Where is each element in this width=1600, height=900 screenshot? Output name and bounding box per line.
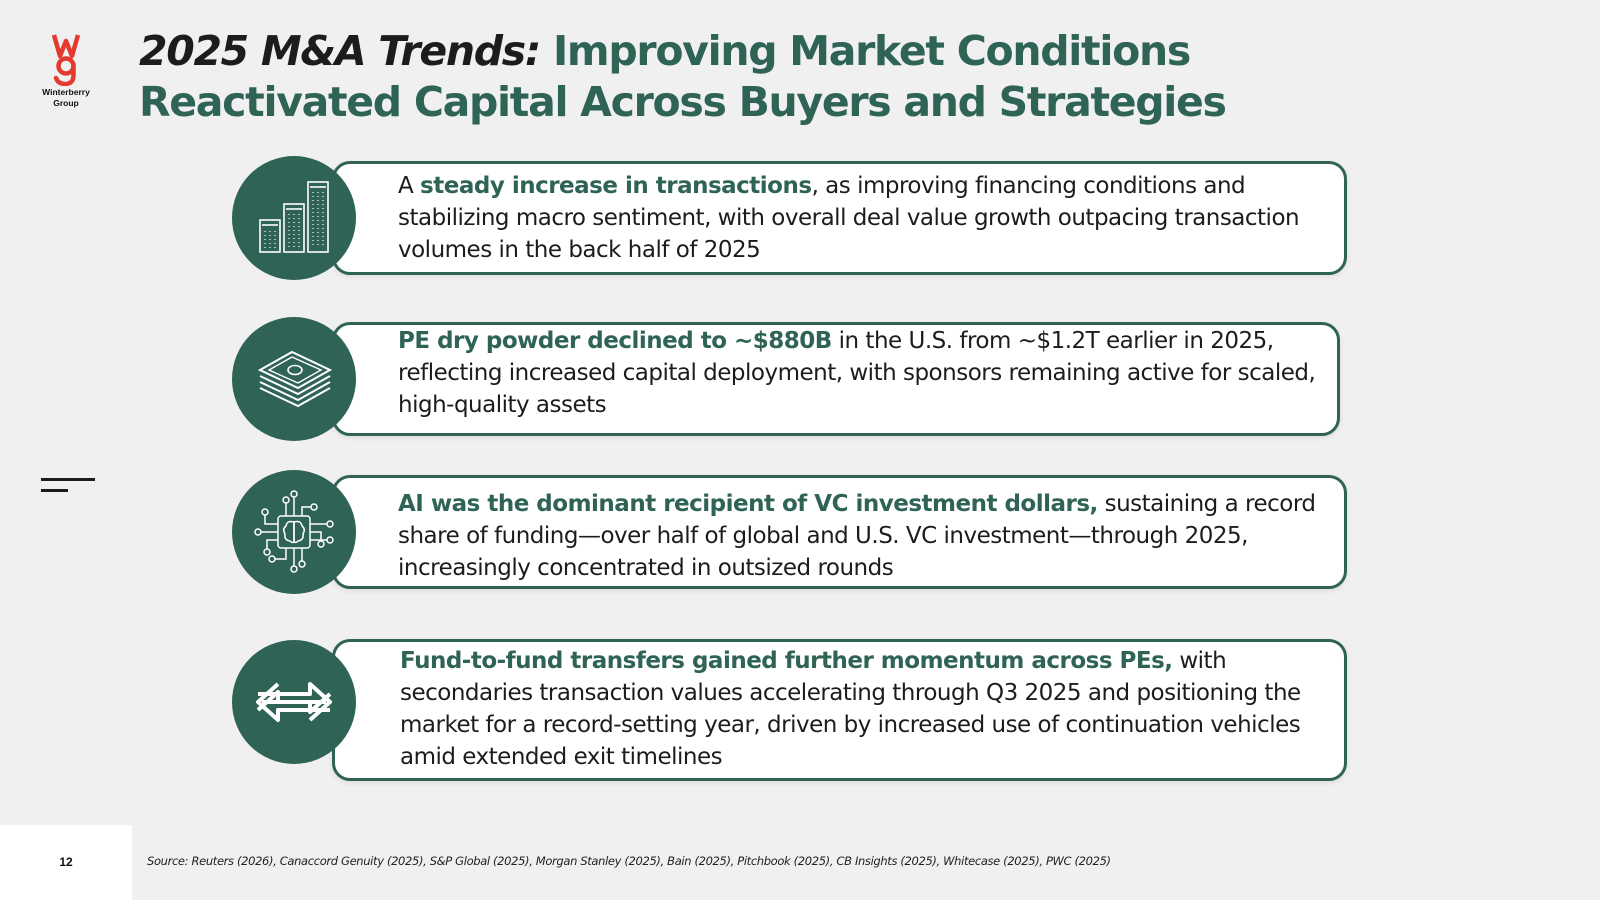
card-text: Fund-to-fund transfers gained further mo… (400, 645, 1333, 773)
icon-circle (232, 317, 356, 441)
ai-brain-circuit-icon (254, 490, 334, 573)
icon-circle (232, 470, 356, 594)
card-highlight: PE dry powder declined to ~$880B (398, 328, 832, 354)
card-highlight: AI was the dominant recipient of VC inve… (398, 491, 1098, 517)
card-text: PE dry powder declined to ~$880B in the … (398, 325, 1326, 421)
card-box (332, 475, 1347, 589)
card-box (332, 639, 1347, 781)
card-text: AI was the dominant recipient of VC inve… (398, 488, 1333, 584)
page-number: 12 (0, 825, 132, 900)
icon-circle (232, 156, 356, 280)
source-citation: Source: Reuters (2026), Canaccord Genuit… (147, 854, 1111, 868)
buildings-icon (259, 181, 329, 253)
decorative-lines (41, 478, 95, 500)
card-text-rest: in the U.S. from ~$1.2T earlier in 2025,… (398, 328, 1316, 418)
cash-stack-icon (257, 350, 333, 408)
title-main: Improving Market Conditions Reactivated … (139, 27, 1227, 126)
trend-card-ai-vc: AI was the dominant recipient of VC inve… (232, 470, 1347, 594)
logo-name-line-1: Winterberry (42, 87, 90, 97)
logo-name-line-2: Group (53, 98, 79, 108)
card-text-rest: sustaining a record share of funding—ove… (398, 491, 1316, 581)
trend-card-transactions: A steady increase in transactions, as im… (232, 156, 1347, 280)
wg-logo-icon (51, 34, 81, 86)
winterberry-logo: Winterberry Group (36, 32, 96, 108)
card-text: A steady increase in transactions, as im… (398, 170, 1333, 266)
card-box (332, 161, 1347, 275)
card-text-rest: with secondaries transaction values acce… (400, 648, 1301, 770)
decorative-line (41, 489, 68, 492)
decorative-line (41, 478, 95, 481)
icon-circle (232, 640, 356, 764)
card-text-pre: A (398, 173, 421, 199)
card-highlight: Fund-to-fund transfers gained further mo… (400, 648, 1173, 674)
trend-card-fund-transfers: Fund-to-fund transfers gained further mo… (232, 632, 1347, 785)
title-lead: 2025 M&A Trends: (139, 27, 541, 75)
card-text-rest: , as improving financing conditions and … (398, 173, 1300, 263)
transfer-arrows-icon (256, 682, 332, 722)
card-box (332, 322, 1340, 436)
page-title: 2025 M&A Trends: Improving Market Condit… (139, 26, 1439, 128)
trend-card-dry-powder: PE dry powder declined to ~$880B in the … (232, 317, 1340, 441)
card-highlight: steady increase in transactions (420, 173, 812, 199)
